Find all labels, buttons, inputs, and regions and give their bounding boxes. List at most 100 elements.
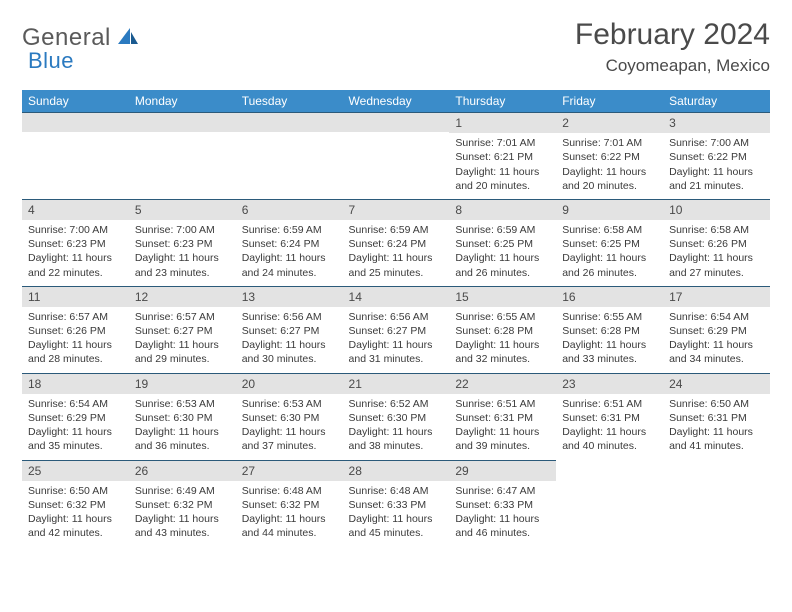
- daylight-text: Daylight: 11 hours and 45 minutes.: [349, 512, 444, 540]
- day-body: Sunrise: 6:50 AMSunset: 6:31 PMDaylight:…: [663, 394, 770, 460]
- sunrise-text: Sunrise: 7:00 AM: [669, 136, 764, 150]
- calendar-body: 1Sunrise: 7:01 AMSunset: 6:21 PMDaylight…: [22, 112, 770, 546]
- day-body: Sunrise: 6:47 AMSunset: 6:33 PMDaylight:…: [449, 481, 556, 547]
- empty-day-header: [129, 112, 236, 132]
- sunset-text: Sunset: 6:31 PM: [562, 411, 657, 425]
- day-body: Sunrise: 6:58 AMSunset: 6:25 PMDaylight:…: [556, 220, 663, 286]
- sunset-text: Sunset: 6:28 PM: [562, 324, 657, 338]
- logo-sail-icon: [116, 26, 140, 51]
- day-number: 15: [449, 286, 556, 307]
- calendar-cell: [236, 112, 343, 199]
- sunrise-text: Sunrise: 7:00 AM: [135, 223, 230, 237]
- sunrise-text: Sunrise: 6:53 AM: [242, 397, 337, 411]
- sunset-text: Sunset: 6:25 PM: [562, 237, 657, 251]
- sunset-text: Sunset: 6:22 PM: [669, 150, 764, 164]
- sunrise-text: Sunrise: 6:51 AM: [562, 397, 657, 411]
- daylight-text: Daylight: 11 hours and 21 minutes.: [669, 165, 764, 193]
- calendar-cell: 6Sunrise: 6:59 AMSunset: 6:24 PMDaylight…: [236, 199, 343, 286]
- calendar-table: SundayMondayTuesdayWednesdayThursdayFrid…: [22, 90, 770, 546]
- day-body: Sunrise: 6:48 AMSunset: 6:32 PMDaylight:…: [236, 481, 343, 547]
- daylight-text: Daylight: 11 hours and 38 minutes.: [349, 425, 444, 453]
- day-number: 11: [22, 286, 129, 307]
- daylight-text: Daylight: 11 hours and 35 minutes.: [28, 425, 123, 453]
- calendar-row: 1Sunrise: 7:01 AMSunset: 6:21 PMDaylight…: [22, 112, 770, 199]
- calendar-cell: 26Sunrise: 6:49 AMSunset: 6:32 PMDayligh…: [129, 460, 236, 547]
- day-body: Sunrise: 6:54 AMSunset: 6:29 PMDaylight:…: [663, 307, 770, 373]
- sunset-text: Sunset: 6:24 PM: [349, 237, 444, 251]
- day-number: 9: [556, 199, 663, 220]
- sunrise-text: Sunrise: 7:01 AM: [562, 136, 657, 150]
- day-number: 7: [343, 199, 450, 220]
- sunrise-text: Sunrise: 6:54 AM: [28, 397, 123, 411]
- daylight-text: Daylight: 11 hours and 34 minutes.: [669, 338, 764, 366]
- daylight-text: Daylight: 11 hours and 24 minutes.: [242, 251, 337, 279]
- sunset-text: Sunset: 6:30 PM: [135, 411, 230, 425]
- calendar-cell: 5Sunrise: 7:00 AMSunset: 6:23 PMDaylight…: [129, 199, 236, 286]
- weekday-header: Thursday: [449, 90, 556, 112]
- sunset-text: Sunset: 6:26 PM: [669, 237, 764, 251]
- day-body: Sunrise: 7:01 AMSunset: 6:21 PMDaylight:…: [449, 133, 556, 199]
- calendar-cell: 12Sunrise: 6:57 AMSunset: 6:27 PMDayligh…: [129, 286, 236, 373]
- calendar-cell: [663, 460, 770, 547]
- daylight-text: Daylight: 11 hours and 26 minutes.: [562, 251, 657, 279]
- day-number: 8: [449, 199, 556, 220]
- day-number: 2: [556, 112, 663, 133]
- daylight-text: Daylight: 11 hours and 42 minutes.: [28, 512, 123, 540]
- daylight-text: Daylight: 11 hours and 22 minutes.: [28, 251, 123, 279]
- daylight-text: Daylight: 11 hours and 33 minutes.: [562, 338, 657, 366]
- day-number: 1: [449, 112, 556, 133]
- sunrise-text: Sunrise: 6:59 AM: [349, 223, 444, 237]
- day-body: Sunrise: 6:50 AMSunset: 6:32 PMDaylight:…: [22, 481, 129, 547]
- day-number: 23: [556, 373, 663, 394]
- day-body: Sunrise: 6:56 AMSunset: 6:27 PMDaylight:…: [236, 307, 343, 373]
- sunset-text: Sunset: 6:27 PM: [135, 324, 230, 338]
- day-body: Sunrise: 6:54 AMSunset: 6:29 PMDaylight:…: [22, 394, 129, 460]
- day-number: 26: [129, 460, 236, 481]
- calendar-row: 11Sunrise: 6:57 AMSunset: 6:26 PMDayligh…: [22, 286, 770, 373]
- day-number: 29: [449, 460, 556, 481]
- day-body: Sunrise: 7:00 AMSunset: 6:23 PMDaylight:…: [22, 220, 129, 286]
- sunset-text: Sunset: 6:24 PM: [242, 237, 337, 251]
- daylight-text: Daylight: 11 hours and 29 minutes.: [135, 338, 230, 366]
- daylight-text: Daylight: 11 hours and 46 minutes.: [455, 512, 550, 540]
- sunrise-text: Sunrise: 6:59 AM: [242, 223, 337, 237]
- day-body: Sunrise: 6:49 AMSunset: 6:32 PMDaylight:…: [129, 481, 236, 547]
- calendar-row: 25Sunrise: 6:50 AMSunset: 6:32 PMDayligh…: [22, 460, 770, 547]
- sunset-text: Sunset: 6:21 PM: [455, 150, 550, 164]
- daylight-text: Daylight: 11 hours and 39 minutes.: [455, 425, 550, 453]
- calendar-cell: 9Sunrise: 6:58 AMSunset: 6:25 PMDaylight…: [556, 199, 663, 286]
- sunrise-text: Sunrise: 6:48 AM: [242, 484, 337, 498]
- day-body: Sunrise: 6:51 AMSunset: 6:31 PMDaylight:…: [556, 394, 663, 460]
- day-number: 17: [663, 286, 770, 307]
- day-number: 28: [343, 460, 450, 481]
- sunset-text: Sunset: 6:29 PM: [669, 324, 764, 338]
- day-number: 3: [663, 112, 770, 133]
- daylight-text: Daylight: 11 hours and 27 minutes.: [669, 251, 764, 279]
- sunrise-text: Sunrise: 6:50 AM: [28, 484, 123, 498]
- header: General February 2024 Coyomeapan, Mexico: [22, 18, 770, 76]
- calendar-cell: 3 Sunrise: 7:00 AMSunset: 6:22 PMDaylight…: [663, 112, 770, 199]
- sunrise-text: Sunrise: 6:58 AM: [669, 223, 764, 237]
- sunset-text: Sunset: 6:32 PM: [28, 498, 123, 512]
- calendar-cell: 4Sunrise: 7:00 AMSunset: 6:23 PMDaylight…: [22, 199, 129, 286]
- day-body: Sunrise: 6:59 AMSunset: 6:24 PMDaylight:…: [343, 220, 450, 286]
- calendar-cell: 8Sunrise: 6:59 AMSunset: 6:25 PMDaylight…: [449, 199, 556, 286]
- calendar-cell: 24Sunrise: 6:50 AMSunset: 6:31 PMDayligh…: [663, 373, 770, 460]
- sunrise-text: Sunrise: 7:01 AM: [455, 136, 550, 150]
- calendar-cell: 20Sunrise: 6:53 AMSunset: 6:30 PMDayligh…: [236, 373, 343, 460]
- sunset-text: Sunset: 6:32 PM: [135, 498, 230, 512]
- calendar-cell: [343, 112, 450, 199]
- day-body: Sunrise: 6:53 AMSunset: 6:30 PMDaylight:…: [129, 394, 236, 460]
- day-body: Sunrise: 6:53 AMSunset: 6:30 PMDaylight:…: [236, 394, 343, 460]
- calendar-cell: 27Sunrise: 6:48 AMSunset: 6:32 PMDayligh…: [236, 460, 343, 547]
- empty-day-header: [236, 112, 343, 132]
- sunrise-text: Sunrise: 7:00 AM: [28, 223, 123, 237]
- calendar-cell: 10Sunrise: 6:58 AMSunset: 6:26 PMDayligh…: [663, 199, 770, 286]
- day-body: Sunrise: 6:57 AMSunset: 6:26 PMDaylight:…: [22, 307, 129, 373]
- daylight-text: Daylight: 11 hours and 32 minutes.: [455, 338, 550, 366]
- calendar-cell: 21Sunrise: 6:52 AMSunset: 6:30 PMDayligh…: [343, 373, 450, 460]
- calendar-cell: 15Sunrise: 6:55 AMSunset: 6:28 PMDayligh…: [449, 286, 556, 373]
- daylight-text: Daylight: 11 hours and 43 minutes.: [135, 512, 230, 540]
- day-number: 4: [22, 199, 129, 220]
- day-body: Sunrise: 6:55 AMSunset: 6:28 PMDaylight:…: [449, 307, 556, 373]
